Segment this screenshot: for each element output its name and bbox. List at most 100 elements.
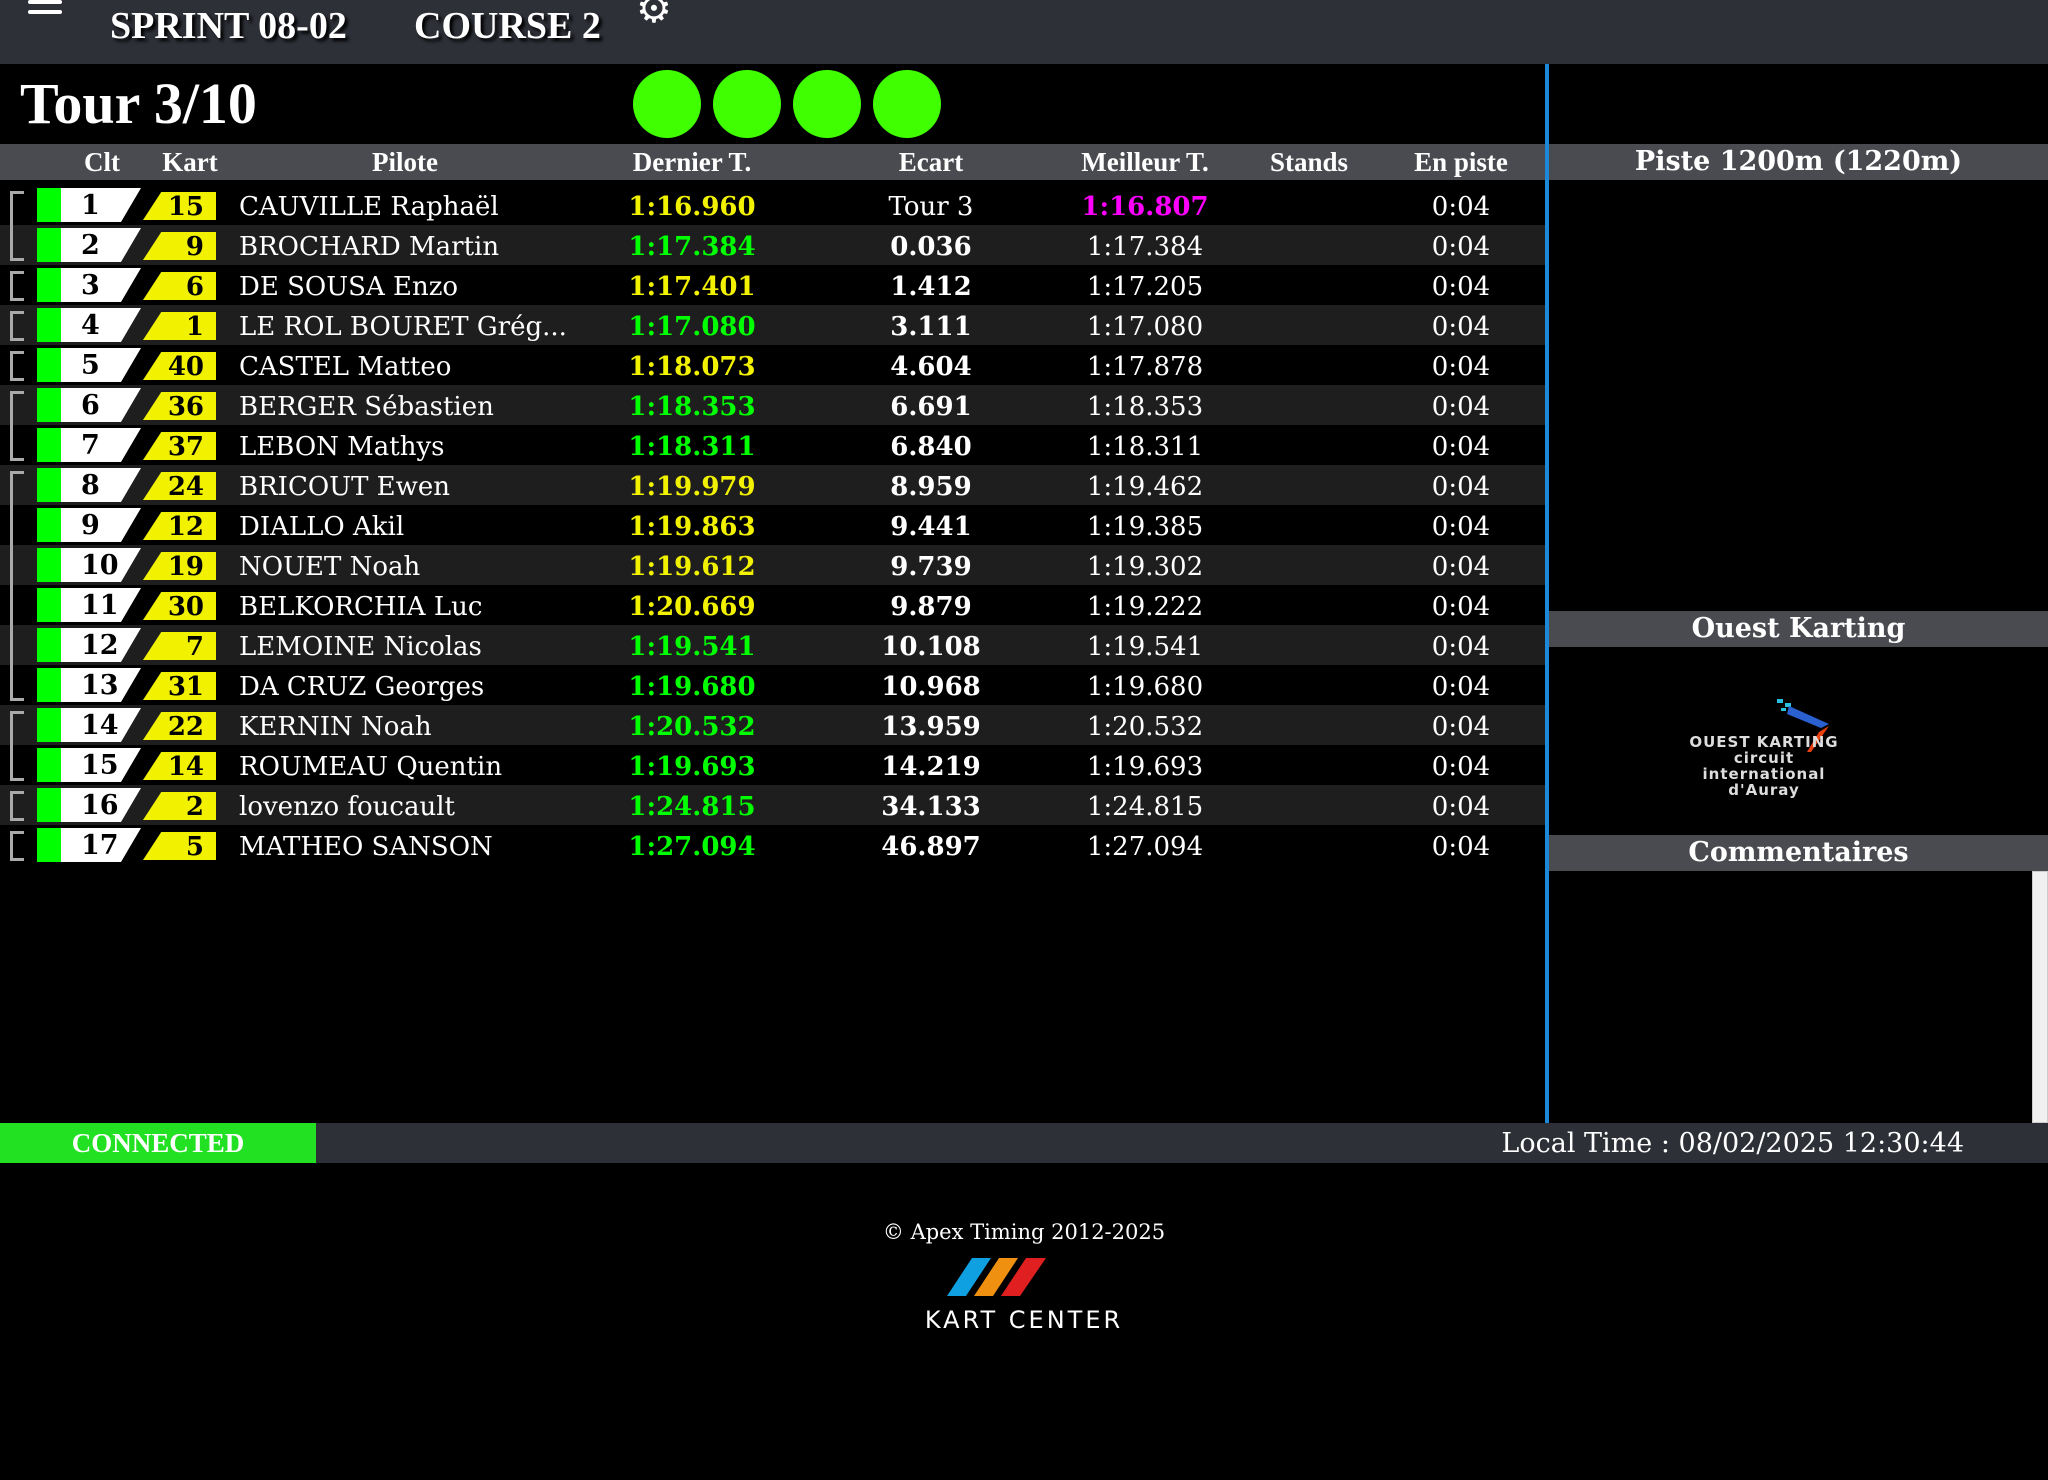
position: 13 [61, 668, 141, 702]
group-bracket [10, 791, 24, 821]
group-bracket [10, 831, 24, 861]
col-pilote[interactable]: Pilote [372, 147, 438, 177]
status-indicator [37, 388, 62, 422]
table-row[interactable]: 1 15 CAUVILLE Raphaël 1:16.960 Tour 3 1:… [0, 185, 1545, 225]
table-row[interactable]: 12 7 LEMOINE Nicolas 1:19.541 10.108 1:1… [0, 625, 1545, 665]
table-row[interactable]: 6 36 BERGER Sébastien 1:18.353 6.691 1:1… [0, 385, 1545, 425]
best-lap: 1:27.094 [1086, 832, 1204, 862]
driver-name: ROUMEAU Quentin [239, 752, 503, 782]
kart-number: 30 [143, 592, 216, 620]
hamburger-icon[interactable] [28, 0, 62, 16]
last-lap: 1:17.384 [628, 232, 756, 262]
gap: 9.441 [890, 512, 972, 542]
driver-name: BERGER Sébastien [239, 392, 494, 422]
kart-number: 14 [143, 752, 216, 780]
driver-name: BROCHARD Martin [239, 232, 500, 262]
status-bar: CONNECTED Local Time : 08/02/2025 12:30:… [0, 1123, 2048, 1163]
table-row[interactable]: 17 5 MATHEO SANSON 1:27.094 46.897 1:27.… [0, 825, 1545, 865]
status-indicator [37, 588, 62, 622]
position: 15 [61, 748, 141, 782]
group-bracket [10, 191, 24, 261]
table-row[interactable]: 14 22 KERNIN Noah 1:20.532 13.959 1:20.5… [0, 705, 1545, 745]
gap: Tour 3 [888, 192, 974, 222]
position: 8 [61, 468, 141, 502]
col-meilleur[interactable]: Meilleur T. [1081, 147, 1209, 177]
on-track-time: 0:04 [1431, 232, 1491, 262]
on-track-time: 0:04 [1431, 832, 1491, 862]
table-row[interactable]: 4 1 LE ROL BOURET Grég... 1:17.080 3.111… [0, 305, 1545, 345]
table-row[interactable]: 2 9 BROCHARD Martin 1:17.384 0.036 1:17.… [0, 225, 1545, 265]
best-lap: 1:24.815 [1086, 792, 1204, 822]
driver-name: LEMOINE Nicolas [239, 632, 482, 662]
gap: 9.879 [890, 592, 972, 622]
gap: 8.959 [890, 472, 972, 502]
gap: 6.840 [890, 432, 972, 462]
table-row[interactable]: 5 40 CASTEL Matteo 1:18.073 4.604 1:17.8… [0, 345, 1545, 385]
col-kart[interactable]: Kart [162, 147, 218, 177]
start-light [633, 70, 701, 138]
kart-number: 7 [143, 632, 216, 660]
best-lap: 1:19.541 [1086, 632, 1204, 662]
event-title: SPRINT 08-02 [110, 5, 347, 47]
kart-number: 36 [143, 392, 216, 420]
table-row[interactable]: 7 37 LEBON Mathys 1:18.311 6.840 1:18.31… [0, 425, 1545, 465]
last-lap: 1:18.353 [628, 392, 756, 422]
start-light [873, 70, 941, 138]
best-lap: 1:19.693 [1086, 752, 1204, 782]
on-track-time: 0:04 [1431, 712, 1491, 742]
last-lap: 1:20.669 [628, 592, 756, 622]
best-lap: 1:17.080 [1086, 312, 1204, 342]
best-lap: 1:16.807 [1081, 192, 1209, 222]
col-stands[interactable]: Stands [1269, 147, 1349, 177]
best-lap: 1:17.384 [1086, 232, 1204, 262]
on-track-time: 0:04 [1431, 192, 1491, 222]
col-clt[interactable]: Clt [84, 147, 120, 177]
group-bracket [10, 471, 24, 701]
comments-scrollbar[interactable] [2032, 871, 2048, 1123]
on-track-time: 0:04 [1431, 392, 1491, 422]
session-title: COURSE 2 [414, 5, 601, 47]
gap: 14.219 [881, 752, 981, 782]
table-row[interactable]: 8 24 BRICOUT Ewen 1:19.979 8.959 1:19.46… [0, 465, 1545, 505]
kart-number: 6 [143, 272, 216, 300]
on-track-time: 0:04 [1431, 432, 1491, 462]
table-row[interactable]: 10 19 NOUET Noah 1:19.612 9.739 1:19.302… [0, 545, 1545, 585]
position: 16 [61, 788, 141, 822]
start-light [713, 70, 781, 138]
race-status: Tour 3/10 [0, 64, 1545, 144]
best-lap: 1:17.205 [1086, 272, 1204, 302]
driver-name: NOUET Noah [239, 552, 421, 582]
position: 2 [61, 228, 141, 262]
gap: 34.133 [881, 792, 981, 822]
last-lap: 1:16.960 [628, 192, 756, 222]
table-row[interactable]: 3 6 DE SOUSA Enzo 1:17.401 1.412 1:17.20… [0, 265, 1545, 305]
on-track-time: 0:04 [1431, 592, 1491, 622]
position: 9 [61, 508, 141, 542]
group-bracket [10, 351, 24, 381]
last-lap: 1:27.094 [628, 832, 756, 862]
position: 12 [61, 628, 141, 662]
local-time: Local Time : 08/02/2025 12:30:44 [1501, 1128, 1964, 1159]
best-lap: 1:20.532 [1086, 712, 1204, 742]
table-row[interactable]: 9 12 DIALLO Akil 1:19.863 9.441 1:19.385… [0, 505, 1545, 545]
sponsor-header: Ouest Karting [1549, 611, 2048, 647]
col-en-piste[interactable]: En piste [1414, 147, 1508, 177]
driver-name: LEBON Mathys [239, 432, 445, 462]
driver-name: CASTEL Matteo [239, 352, 452, 382]
col-dernier[interactable]: Dernier T. [632, 147, 752, 177]
col-ecart[interactable]: Ecart [898, 147, 964, 177]
on-track-time: 0:04 [1431, 512, 1491, 542]
on-track-time: 0:04 [1431, 672, 1491, 702]
table-row[interactable]: 11 30 BELKORCHIA Luc 1:20.669 9.879 1:19… [0, 585, 1545, 625]
table-row[interactable]: 16 2 lovenzo foucault 1:24.815 34.133 1:… [0, 785, 1545, 825]
gap: 0.036 [890, 232, 972, 262]
table-row[interactable]: 15 14 ROUMEAU Quentin 1:19.693 14.219 1:… [0, 745, 1545, 785]
table-row[interactable]: 13 31 DA CRUZ Georges 1:19.680 10.968 1:… [0, 665, 1545, 705]
group-bracket [10, 711, 24, 781]
gap: 6.691 [890, 392, 972, 422]
status-indicator [37, 628, 62, 662]
status-indicator [37, 468, 62, 502]
kart-number: 37 [143, 432, 216, 460]
kart-number: 2 [143, 792, 216, 820]
gear-icon[interactable]: ⚙ [636, 0, 672, 32]
